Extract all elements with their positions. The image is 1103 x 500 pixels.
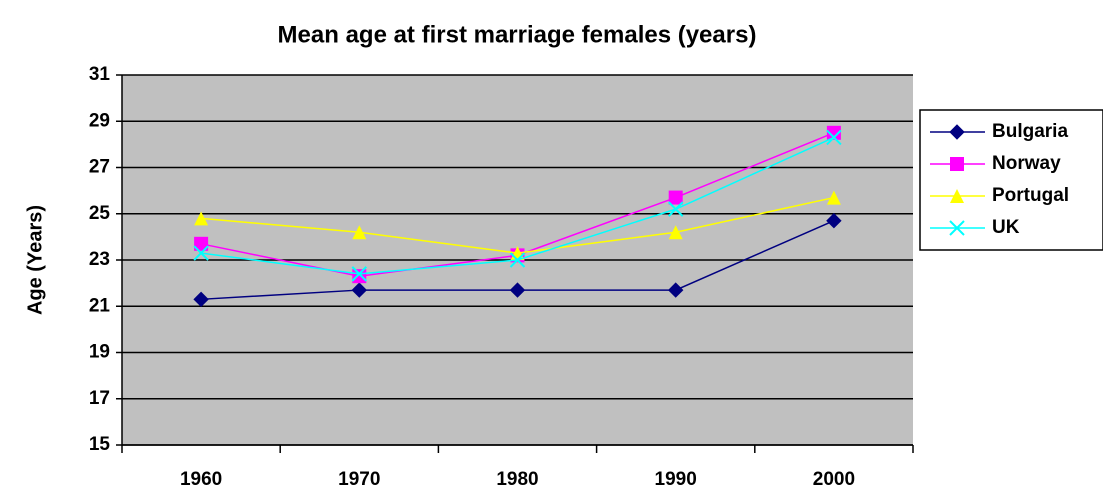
x-tick-label: 1990 — [655, 469, 697, 490]
marker — [826, 190, 841, 205]
y-tick-label: 25 — [89, 203, 111, 224]
marker — [193, 245, 209, 261]
marker — [667, 282, 684, 298]
legend-marker — [949, 220, 965, 236]
marker — [668, 190, 683, 205]
marker — [667, 201, 684, 217]
marker — [826, 212, 842, 229]
y-tick-label: 23 — [89, 249, 110, 270]
marker — [194, 236, 209, 251]
y-tick-label: 17 — [89, 388, 110, 409]
y-axis-label: Age (Years) — [24, 205, 46, 315]
x-tick-label: 1970 — [338, 469, 380, 490]
marker — [351, 282, 368, 298]
legend-label: Bulgaria — [992, 121, 1068, 142]
y-tick-label: 29 — [89, 110, 110, 131]
legend-label: Portugal — [992, 185, 1069, 206]
legend-marker — [950, 189, 964, 203]
marker — [351, 266, 368, 282]
marker — [352, 269, 367, 284]
y-tick-label: 31 — [89, 64, 111, 85]
y-tick-label: 27 — [89, 157, 110, 178]
x-tick-label: 2000 — [813, 469, 855, 490]
marker — [826, 129, 842, 146]
legend-label: UK — [992, 217, 1020, 238]
legend — [919, 109, 1103, 251]
marker — [509, 282, 526, 298]
y-tick-label: 21 — [89, 295, 111, 316]
marker — [668, 225, 683, 240]
chart-title: Mean age at first marriage females (year… — [278, 21, 757, 48]
y-tick-label: 15 — [89, 434, 111, 455]
marker — [509, 252, 526, 268]
legend-marker — [949, 124, 965, 140]
legend-label: Norway — [992, 153, 1061, 174]
marker — [193, 291, 209, 308]
marker — [352, 225, 367, 240]
y-tick-label: 19 — [89, 342, 110, 363]
x-tick-label: 1980 — [496, 469, 538, 490]
legend-marker — [950, 157, 964, 171]
marker — [194, 211, 209, 226]
x-tick-label: 1960 — [180, 469, 222, 490]
marker — [826, 125, 841, 140]
